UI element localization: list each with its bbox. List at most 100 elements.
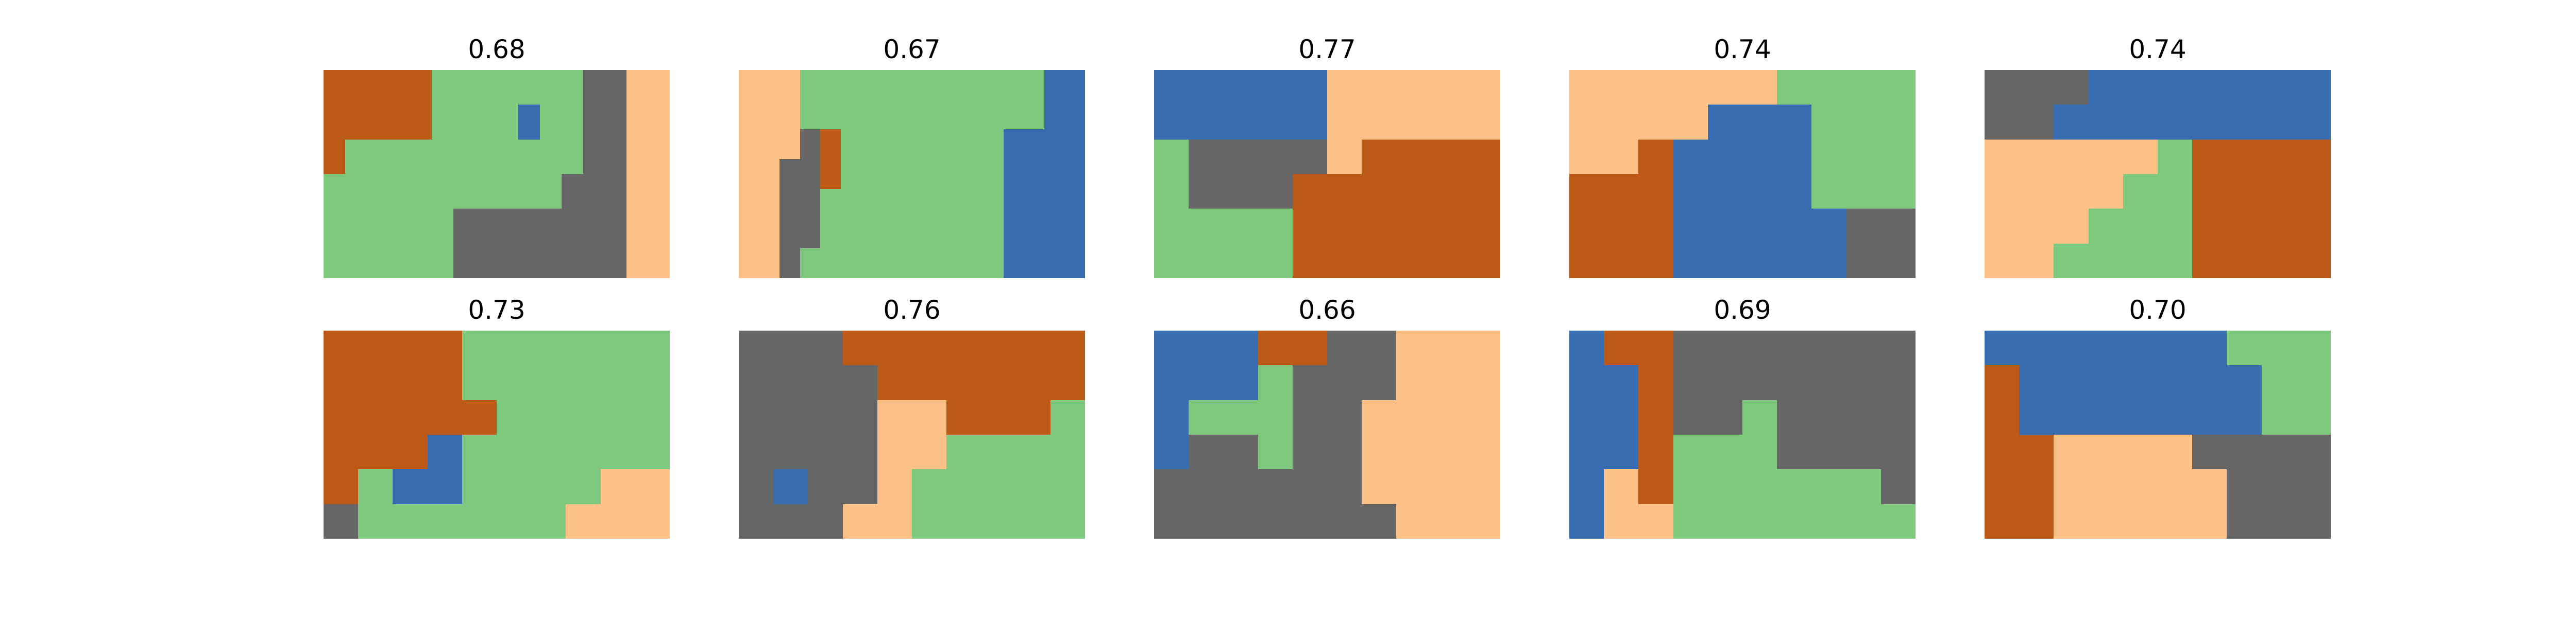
grid-cell (922, 100, 943, 130)
grid-cell (1154, 105, 1189, 140)
grid-cell (562, 174, 584, 209)
grid-cell (1327, 209, 1362, 244)
grid-cell (1708, 209, 1743, 244)
grid-cell (1569, 504, 1604, 539)
grid-cell (497, 435, 532, 470)
grid-cell (1016, 331, 1051, 366)
grid-cell (2054, 331, 2089, 366)
grid-cell (2192, 209, 2227, 244)
grid-cell (1604, 331, 1639, 366)
grid-cell (841, 159, 861, 190)
grid-cell (635, 365, 670, 401)
grid-cell (1569, 331, 1604, 366)
grid-cell (2296, 105, 2331, 140)
grid-cell (605, 105, 627, 140)
grid-cell (1223, 174, 1259, 209)
grid-cell (566, 435, 601, 470)
grid-cell (2262, 365, 2297, 401)
grid-cell (540, 105, 562, 140)
grid-cell (800, 219, 821, 249)
grid-cell (1569, 105, 1604, 140)
grid-cell (518, 70, 540, 105)
grid-cell (1362, 400, 1397, 435)
grid-cell (1673, 140, 1708, 175)
grid-cell (453, 209, 476, 244)
grid-cell (1811, 244, 1847, 278)
grid-cell (1466, 140, 1500, 175)
grid-cell (808, 504, 843, 539)
grid-cell (1396, 504, 1432, 539)
grid-cell (462, 435, 497, 470)
grid-cell (1985, 174, 2020, 209)
grid-cell (877, 435, 912, 470)
grid-cell (1293, 140, 1328, 175)
grid-cell (2123, 140, 2158, 175)
grid-cell (1846, 174, 1882, 209)
grid-cell (2296, 70, 2331, 105)
grid-cell (2296, 469, 2331, 505)
grid-cell (1044, 159, 1065, 190)
grid-cell (1258, 504, 1293, 539)
grid-cell (861, 70, 882, 100)
grid-cell (1258, 244, 1293, 278)
grid-cell (1742, 209, 1777, 244)
grid-cell (2089, 105, 2124, 140)
panel-score-8: 0.66 (1298, 295, 1356, 325)
grid-cell (2019, 400, 2054, 435)
grid-cell (1189, 504, 1224, 539)
grid-cell (345, 244, 367, 278)
grid-cell (963, 129, 984, 160)
grid-cell (946, 331, 981, 366)
grid-cell (1708, 140, 1743, 175)
grid-cell (1293, 435, 1328, 470)
grid-cell (779, 129, 801, 160)
grid-cell (324, 244, 346, 278)
grid-cell (1673, 105, 1708, 140)
grid-cell (518, 105, 540, 140)
grid-cell (1362, 174, 1397, 209)
grid-cell (1327, 365, 1362, 401)
grid-cell (1742, 331, 1777, 366)
grid-cell (1846, 209, 1882, 244)
grid-cell (2019, 105, 2054, 140)
grid-cell (1189, 400, 1224, 435)
grid-cell (2262, 209, 2297, 244)
grid-cell (1777, 209, 1812, 244)
grid-cell (1846, 105, 1882, 140)
grid-cell (388, 209, 411, 244)
grid-cell (1050, 435, 1085, 470)
panel-10: 0.70 (1985, 295, 2331, 539)
grid-cell (410, 70, 432, 105)
grid-cell (739, 469, 774, 505)
grid-cell (1811, 174, 1847, 209)
grid-cell (1189, 244, 1224, 278)
grid-cell (1396, 331, 1432, 366)
grid-cell (497, 400, 532, 435)
grid-cell (981, 400, 1016, 435)
grid-cell (648, 140, 670, 175)
grid-cell (2158, 209, 2193, 244)
grid-cell (1189, 174, 1224, 209)
grid-cell (2054, 469, 2089, 505)
grid-cell (1004, 70, 1024, 100)
grid-cell (1466, 174, 1500, 209)
grid-cell (1154, 244, 1189, 278)
grid-cell (1044, 129, 1065, 160)
grid-cell (912, 435, 947, 470)
grid-cell (1154, 504, 1189, 539)
grid-cell (1258, 400, 1293, 435)
grid-cell (518, 244, 540, 278)
grid-cell (1985, 209, 2020, 244)
grid-cell (2158, 400, 2193, 435)
grid-cell (1004, 159, 1024, 190)
grid-cell (1362, 105, 1397, 140)
grid-cell (1189, 331, 1224, 366)
grid-cell (1258, 70, 1293, 105)
grid-cell (1742, 174, 1777, 209)
grid-cell (843, 435, 878, 470)
grid-cell (2227, 174, 2262, 209)
grid-cell (1638, 331, 1674, 366)
grid-cell (1044, 100, 1065, 130)
grid-cell (1396, 174, 1432, 209)
grid-cell (453, 105, 476, 140)
